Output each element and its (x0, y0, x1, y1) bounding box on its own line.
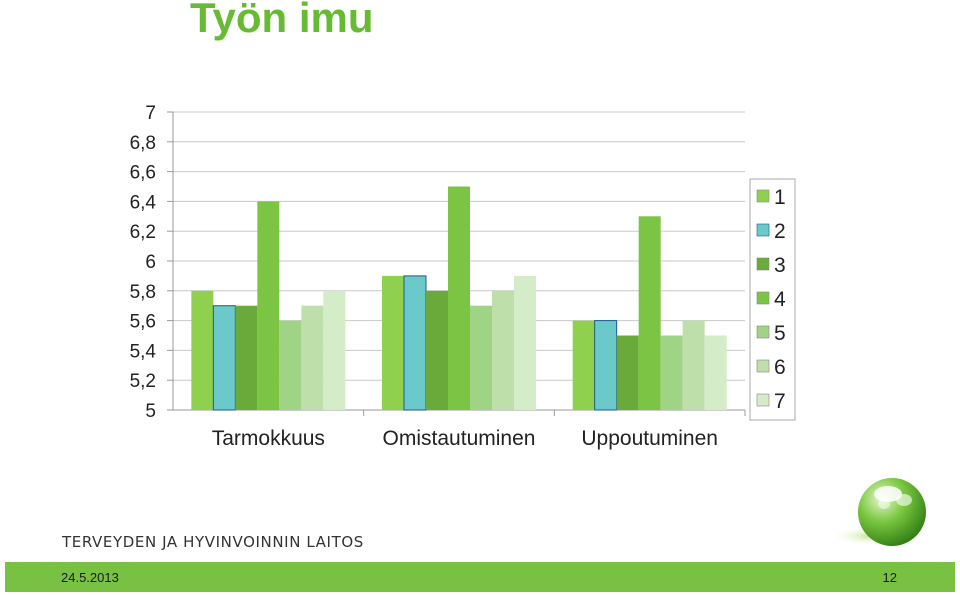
legend-swatch (756, 223, 770, 237)
legend-label: 3 (774, 254, 786, 277)
x-tick-label: Uppoutuminen (581, 427, 718, 450)
bar (704, 335, 727, 410)
bar (301, 305, 324, 410)
bar (382, 275, 404, 410)
bar (492, 290, 514, 410)
y-tick-label: 5,4 (130, 341, 157, 362)
bar (470, 305, 492, 410)
bar (279, 320, 302, 410)
y-tick-label: 5,6 (130, 312, 156, 333)
footer-date: 24.5.2013 (61, 570, 119, 585)
y-tick-label: 6,2 (130, 222, 156, 243)
legend-swatch (756, 291, 770, 305)
legend-label: 6 (774, 356, 786, 379)
y-tick-label: 5 (145, 401, 156, 422)
bar (616, 335, 639, 410)
y-tick-label: 6,8 (130, 133, 156, 154)
legend-label: 4 (774, 288, 786, 311)
legend-swatch (756, 359, 770, 373)
bar (594, 320, 618, 411)
bar (403, 275, 427, 411)
y-tick-label: 5,8 (130, 282, 156, 303)
y-tick-label: 7 (145, 103, 156, 124)
bar (448, 186, 470, 410)
y-tick-label: 6,4 (130, 192, 157, 213)
bar (572, 320, 595, 410)
bar (191, 290, 214, 410)
bar (257, 201, 280, 410)
legend-label: 2 (774, 220, 786, 243)
green-sphere-logo-icon (828, 474, 932, 559)
y-tick-label: 5,2 (130, 371, 156, 392)
bar (638, 216, 661, 410)
bar (323, 290, 346, 410)
bar (426, 290, 448, 410)
footer-bar: 24.5.2013 12 (5, 562, 955, 592)
x-tick-label: Omistautuminen (383, 427, 536, 450)
footer-page-number: 12 (882, 570, 897, 585)
x-tick-label: Tarmokkuus (212, 427, 325, 450)
bar-chart: 5 5,2 5,4 5,6 5,8 6 6,2 6,4 6,6 6,8 7 Tarmokkuus Omi… (130, 103, 796, 450)
bar (212, 305, 236, 411)
legend-label: 1 (774, 186, 786, 209)
organization-name: TERVEYDEN JA HYVINVOINNIN LAITOS (62, 533, 364, 551)
legend-swatch (756, 257, 770, 271)
bar (514, 275, 536, 410)
bar (660, 335, 683, 410)
bar (682, 320, 705, 410)
y-tick-label: 6 (145, 252, 156, 273)
legend-label: 5 (774, 322, 786, 345)
legend-swatch (756, 189, 770, 203)
legend-label: 7 (774, 390, 786, 413)
legend-swatch (756, 325, 770, 339)
bar (235, 305, 258, 410)
slide-title: Työn imu (190, 0, 374, 41)
y-tick-label: 6,6 (130, 163, 156, 184)
legend-swatch (756, 393, 770, 407)
